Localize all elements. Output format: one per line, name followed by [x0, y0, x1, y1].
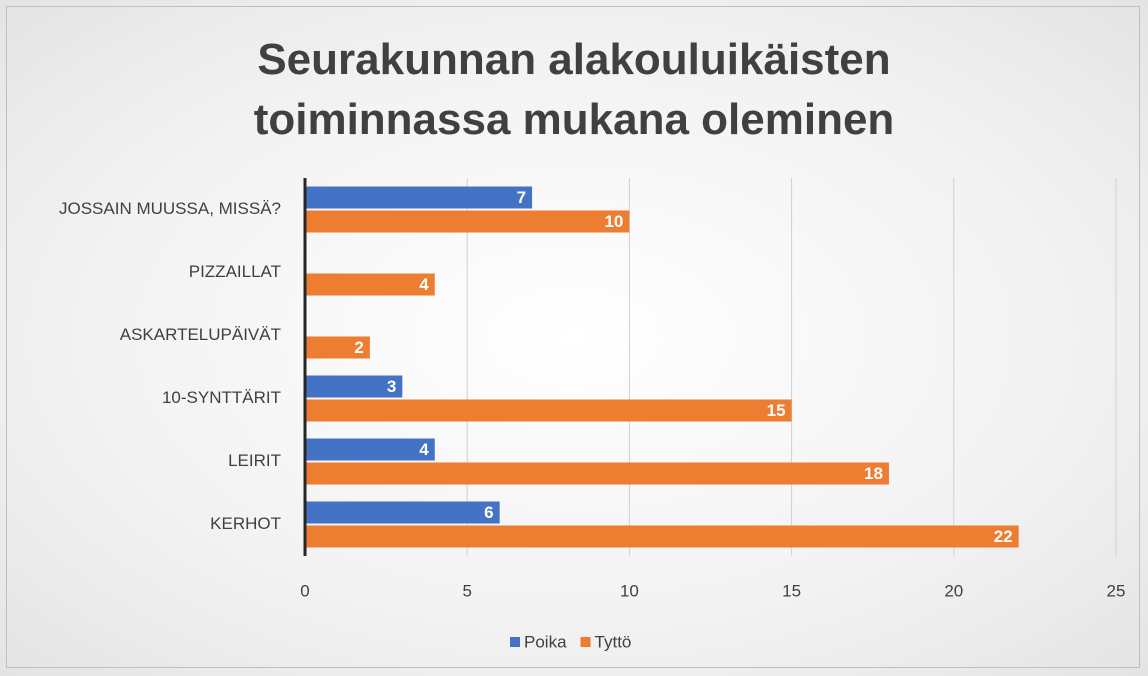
bar: [305, 525, 1019, 548]
value-label: 2: [354, 338, 363, 357]
value-label: 4: [419, 440, 429, 459]
x-tick-label: 0: [300, 581, 309, 600]
bar: [305, 336, 370, 359]
x-tick-label: 15: [782, 581, 801, 600]
value-label: 22: [994, 527, 1013, 546]
x-tick-label: 10: [620, 581, 639, 600]
value-label: 7: [517, 188, 526, 207]
y-tick-label: ASKARTELUPÄIVÄT: [120, 325, 281, 344]
bar: [305, 210, 630, 233]
y-tick-label: JOSSAIN MUUSSA, MISSÄ?: [59, 199, 281, 218]
value-label: 4: [419, 275, 429, 294]
value-label: 18: [864, 464, 883, 483]
bar: [305, 399, 792, 422]
value-label: 3: [387, 377, 396, 396]
value-label: 15: [767, 401, 786, 420]
legend-swatch: [580, 637, 591, 647]
chart-frame: [6, 6, 1140, 668]
x-tick-label: 25: [1107, 581, 1126, 600]
bar: [305, 273, 435, 296]
value-label: 10: [604, 212, 623, 231]
y-tick-label: PIZZAILLAT: [189, 262, 281, 281]
bar: [305, 438, 435, 461]
y-tick-label: 10-SYNTTÄRIT: [162, 388, 281, 407]
bar: [305, 501, 500, 524]
value-label: 6: [484, 503, 493, 522]
bar: [305, 462, 889, 485]
legend-label: Tyttö: [595, 632, 632, 651]
legend-swatch: [510, 637, 520, 647]
legend-label: Poika: [524, 632, 567, 651]
bar: [305, 375, 403, 398]
chart-title: Seurakunnan alakouluikäisten toiminnassa…: [253, 35, 895, 144]
y-tick-label: KERHOT: [210, 514, 281, 533]
x-tick-label: 20: [944, 581, 963, 600]
x-tick-label: 5: [462, 581, 471, 600]
bar: [305, 186, 533, 209]
y-tick-label: LEIRIT: [228, 451, 281, 470]
